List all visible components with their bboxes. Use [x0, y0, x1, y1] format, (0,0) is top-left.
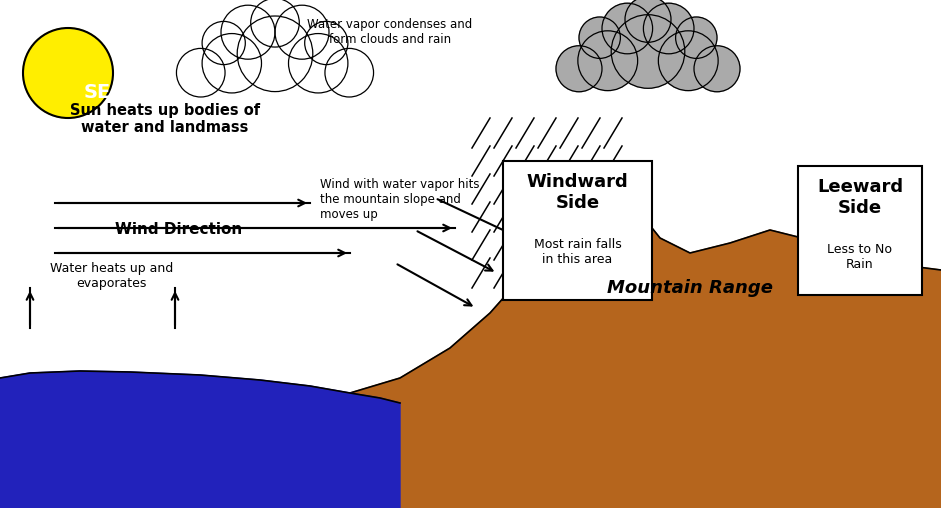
Text: Most rain falls
in this area: Most rain falls in this area — [534, 238, 621, 266]
Circle shape — [202, 34, 262, 93]
Circle shape — [275, 5, 329, 59]
Circle shape — [250, 0, 299, 47]
Circle shape — [602, 3, 653, 54]
Circle shape — [676, 17, 717, 58]
Polygon shape — [0, 168, 941, 508]
Circle shape — [289, 34, 348, 93]
Polygon shape — [0, 371, 400, 508]
Circle shape — [23, 28, 113, 118]
Text: Water vapor condenses and
form clouds and rain: Water vapor condenses and form clouds an… — [308, 18, 472, 46]
Circle shape — [579, 17, 620, 58]
Text: Water heats up and
evaporates: Water heats up and evaporates — [50, 262, 173, 290]
Circle shape — [325, 48, 374, 97]
Circle shape — [177, 48, 225, 97]
Circle shape — [556, 46, 602, 92]
Circle shape — [221, 5, 275, 59]
Circle shape — [202, 21, 246, 65]
Text: Wind Direction: Wind Direction — [115, 223, 242, 238]
Circle shape — [625, 0, 671, 42]
Circle shape — [305, 21, 348, 65]
Text: Less to No
Rain: Less to No Rain — [827, 243, 892, 271]
Circle shape — [644, 3, 694, 54]
Text: Leeward
Side: Leeward Side — [817, 178, 903, 217]
Text: Mountain Range: Mountain Range — [607, 279, 773, 297]
Circle shape — [237, 16, 312, 91]
Circle shape — [694, 46, 740, 92]
Circle shape — [659, 31, 718, 90]
Circle shape — [578, 31, 638, 90]
FancyBboxPatch shape — [503, 161, 652, 300]
Text: Sun heats up bodies of
water and landmass: Sun heats up bodies of water and landmas… — [70, 103, 260, 136]
FancyBboxPatch shape — [798, 166, 922, 295]
Text: SEA: SEA — [84, 83, 126, 103]
Text: Windward
Side: Windward Side — [527, 173, 629, 212]
Circle shape — [612, 15, 685, 88]
Text: Wind with water vapor hits
the mountain slope and
moves up: Wind with water vapor hits the mountain … — [320, 178, 480, 221]
